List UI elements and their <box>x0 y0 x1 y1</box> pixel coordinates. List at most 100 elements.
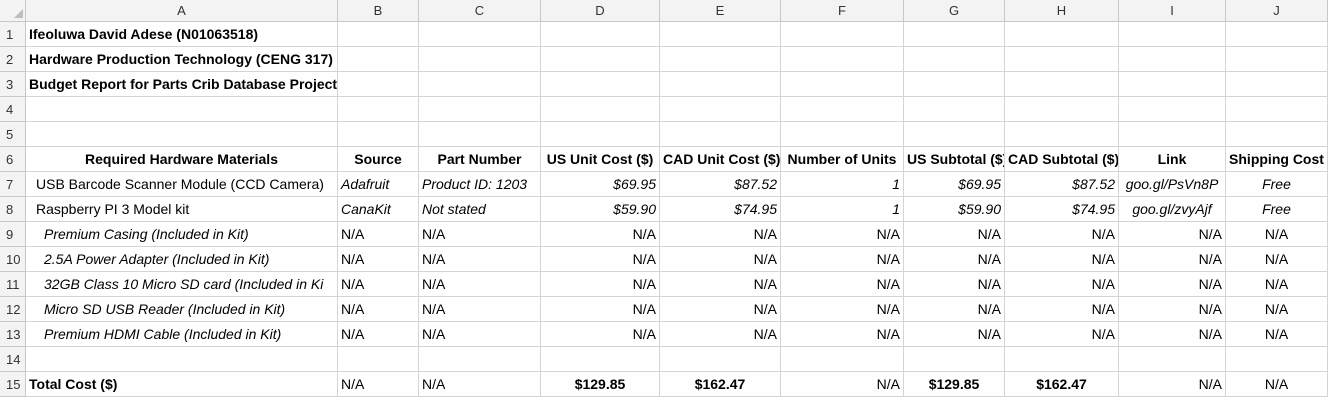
column-header-b[interactable]: B <box>338 0 419 22</box>
cell-e6[interactable]: CAD Unit Cost ($) <box>660 147 781 172</box>
cell-e2[interactable] <box>660 47 781 72</box>
cell-d13[interactable]: N/A <box>541 322 660 347</box>
cell-j6[interactable]: Shipping Cost <box>1226 147 1328 172</box>
cell-g14[interactable] <box>904 347 1005 372</box>
cell-a7[interactable]: USB Barcode Scanner Module (CCD Camera) <box>26 172 338 197</box>
cell-g10[interactable]: N/A <box>904 247 1005 272</box>
row-header-6[interactable]: 6 <box>0 147 26 172</box>
cell-j4[interactable] <box>1226 97 1328 122</box>
cell-e3[interactable] <box>660 72 781 97</box>
cell-d14[interactable] <box>541 347 660 372</box>
cell-e15[interactable]: $162.47 <box>660 372 781 397</box>
cell-c9[interactable]: N/A <box>419 222 541 247</box>
column-header-c[interactable]: C <box>419 0 541 22</box>
cell-g8[interactable]: $59.90 <box>904 197 1005 222</box>
cell-h8[interactable]: $74.95 <box>1005 197 1119 222</box>
row-header-7[interactable]: 7 <box>0 172 26 197</box>
cell-b6[interactable]: Source <box>338 147 419 172</box>
cell-e13[interactable]: N/A <box>660 322 781 347</box>
cell-b3[interactable] <box>338 72 419 97</box>
cell-c4[interactable] <box>419 97 541 122</box>
cell-g15[interactable]: $129.85 <box>904 372 1005 397</box>
cell-c12[interactable]: N/A <box>419 297 541 322</box>
row-header-15[interactable]: 15 <box>0 372 26 397</box>
cell-g1[interactable] <box>904 22 1005 47</box>
row-header-4[interactable]: 4 <box>0 97 26 122</box>
cell-d11[interactable]: N/A <box>541 272 660 297</box>
cell-j11[interactable]: N/A <box>1226 272 1328 297</box>
cell-e10[interactable]: N/A <box>660 247 781 272</box>
cell-i12[interactable]: N/A <box>1119 297 1226 322</box>
cell-i15[interactable]: N/A <box>1119 372 1226 397</box>
cell-a3[interactable]: Budget Report for Parts Crib Database Pr… <box>26 72 338 97</box>
cell-h1[interactable] <box>1005 22 1119 47</box>
cell-f12[interactable]: N/A <box>781 297 904 322</box>
cell-a2[interactable]: Hardware Production Technology (CENG 317… <box>26 47 338 72</box>
cell-f1[interactable] <box>781 22 904 47</box>
cell-f5[interactable] <box>781 122 904 147</box>
row-header-11[interactable]: 11 <box>0 272 26 297</box>
cell-b11[interactable]: N/A <box>338 272 419 297</box>
cell-i11[interactable]: N/A <box>1119 272 1226 297</box>
cell-g3[interactable] <box>904 72 1005 97</box>
cell-f6[interactable]: Number of Units <box>781 147 904 172</box>
cell-g6[interactable]: US Subtotal ($) <box>904 147 1005 172</box>
cell-b14[interactable] <box>338 347 419 372</box>
cell-e5[interactable] <box>660 122 781 147</box>
cell-b4[interactable] <box>338 97 419 122</box>
row-header-1[interactable]: 1 <box>0 22 26 47</box>
cell-d12[interactable]: N/A <box>541 297 660 322</box>
row-header-5[interactable]: 5 <box>0 122 26 147</box>
column-header-i[interactable]: I <box>1119 0 1226 22</box>
cell-i13[interactable]: N/A <box>1119 322 1226 347</box>
cell-g5[interactable] <box>904 122 1005 147</box>
cell-b5[interactable] <box>338 122 419 147</box>
cell-e8[interactable]: $74.95 <box>660 197 781 222</box>
cell-f9[interactable]: N/A <box>781 222 904 247</box>
cell-f10[interactable]: N/A <box>781 247 904 272</box>
cell-e1[interactable] <box>660 22 781 47</box>
cell-h9[interactable]: N/A <box>1005 222 1119 247</box>
cell-f11[interactable]: N/A <box>781 272 904 297</box>
cell-b10[interactable]: N/A <box>338 247 419 272</box>
column-header-g[interactable]: G <box>904 0 1005 22</box>
cell-a12[interactable]: Micro SD USB Reader (Included in Kit) <box>26 297 338 322</box>
cell-i9[interactable]: N/A <box>1119 222 1226 247</box>
row-header-9[interactable]: 9 <box>0 222 26 247</box>
column-header-j[interactable]: J <box>1226 0 1328 22</box>
cell-b9[interactable]: N/A <box>338 222 419 247</box>
cell-f13[interactable]: N/A <box>781 322 904 347</box>
column-header-f[interactable]: F <box>781 0 904 22</box>
cell-a15[interactable]: Total Cost ($) <box>26 372 338 397</box>
cell-h6[interactable]: CAD Subtotal ($) <box>1005 147 1119 172</box>
cell-e12[interactable]: N/A <box>660 297 781 322</box>
cell-g4[interactable] <box>904 97 1005 122</box>
cell-b2[interactable] <box>338 47 419 72</box>
cell-j8[interactable]: Free <box>1226 197 1328 222</box>
cell-b13[interactable]: N/A <box>338 322 419 347</box>
cell-c11[interactable]: N/A <box>419 272 541 297</box>
cell-a13[interactable]: Premium HDMI Cable (Included in Kit) <box>26 322 338 347</box>
cell-h7[interactable]: $87.52 <box>1005 172 1119 197</box>
cell-a4[interactable] <box>26 97 338 122</box>
cell-i7[interactable]: goo.gl/PsVn8P <box>1119 172 1226 197</box>
column-header-e[interactable]: E <box>660 0 781 22</box>
cell-i2[interactable] <box>1119 47 1226 72</box>
cell-a11[interactable]: 32GB Class 10 Micro SD card (Included in… <box>26 272 338 297</box>
cell-g11[interactable]: N/A <box>904 272 1005 297</box>
row-header-2[interactable]: 2 <box>0 47 26 72</box>
cell-g7[interactable]: $69.95 <box>904 172 1005 197</box>
select-all-corner[interactable] <box>0 0 26 22</box>
cell-c5[interactable] <box>419 122 541 147</box>
cell-e9[interactable]: N/A <box>660 222 781 247</box>
cell-c8[interactable]: Not stated <box>419 197 541 222</box>
cell-e7[interactable]: $87.52 <box>660 172 781 197</box>
cell-h4[interactable] <box>1005 97 1119 122</box>
cell-a6[interactable]: Required Hardware Materials <box>26 147 338 172</box>
cell-h5[interactable] <box>1005 122 1119 147</box>
cell-i1[interactable] <box>1119 22 1226 47</box>
cell-h15[interactable]: $162.47 <box>1005 372 1119 397</box>
cell-i8[interactable]: goo.gl/zvyAjf <box>1119 197 1226 222</box>
cell-j13[interactable]: N/A <box>1226 322 1328 347</box>
cell-a5[interactable] <box>26 122 338 147</box>
